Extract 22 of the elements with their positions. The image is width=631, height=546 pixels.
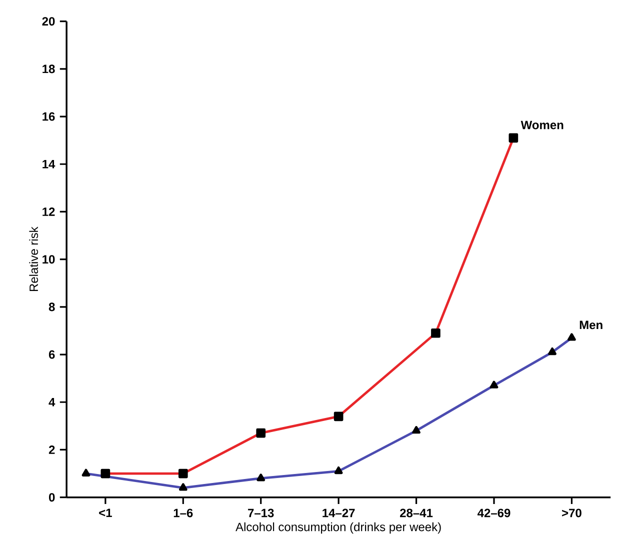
x-tick-label: 28–41 xyxy=(400,508,433,518)
series-label: Women xyxy=(520,120,564,130)
y-tick-label: 14 xyxy=(42,160,56,168)
x-tick-label: 42–69 xyxy=(478,508,510,518)
series-label: Men xyxy=(580,320,602,330)
y-tick-label: 6 xyxy=(48,350,55,359)
y-tick-label: 2 xyxy=(48,446,55,454)
x-tick-label: 14–27 xyxy=(322,508,355,518)
y-tick-label: 16 xyxy=(42,112,55,121)
x-axis-title: Alcohol consumption (drinks per week) xyxy=(236,522,441,534)
x-tick-label: >70 xyxy=(562,508,582,518)
x-tick-label: <1 xyxy=(99,508,112,517)
x-tick-label: 7–13 xyxy=(248,508,274,518)
y-tick-label: 8 xyxy=(48,302,55,312)
y-tick-label: 12 xyxy=(42,208,55,216)
y-tick-label: 10 xyxy=(42,255,55,264)
x-tick-label: 1–6 xyxy=(174,508,193,518)
y-tick-label: 4 xyxy=(48,398,56,406)
y-tick-label: 0 xyxy=(49,493,55,502)
y-axis-title: Relative risk xyxy=(29,226,38,292)
y-tick-label: 20 xyxy=(42,17,55,26)
y-tick-label: 18 xyxy=(42,64,55,74)
